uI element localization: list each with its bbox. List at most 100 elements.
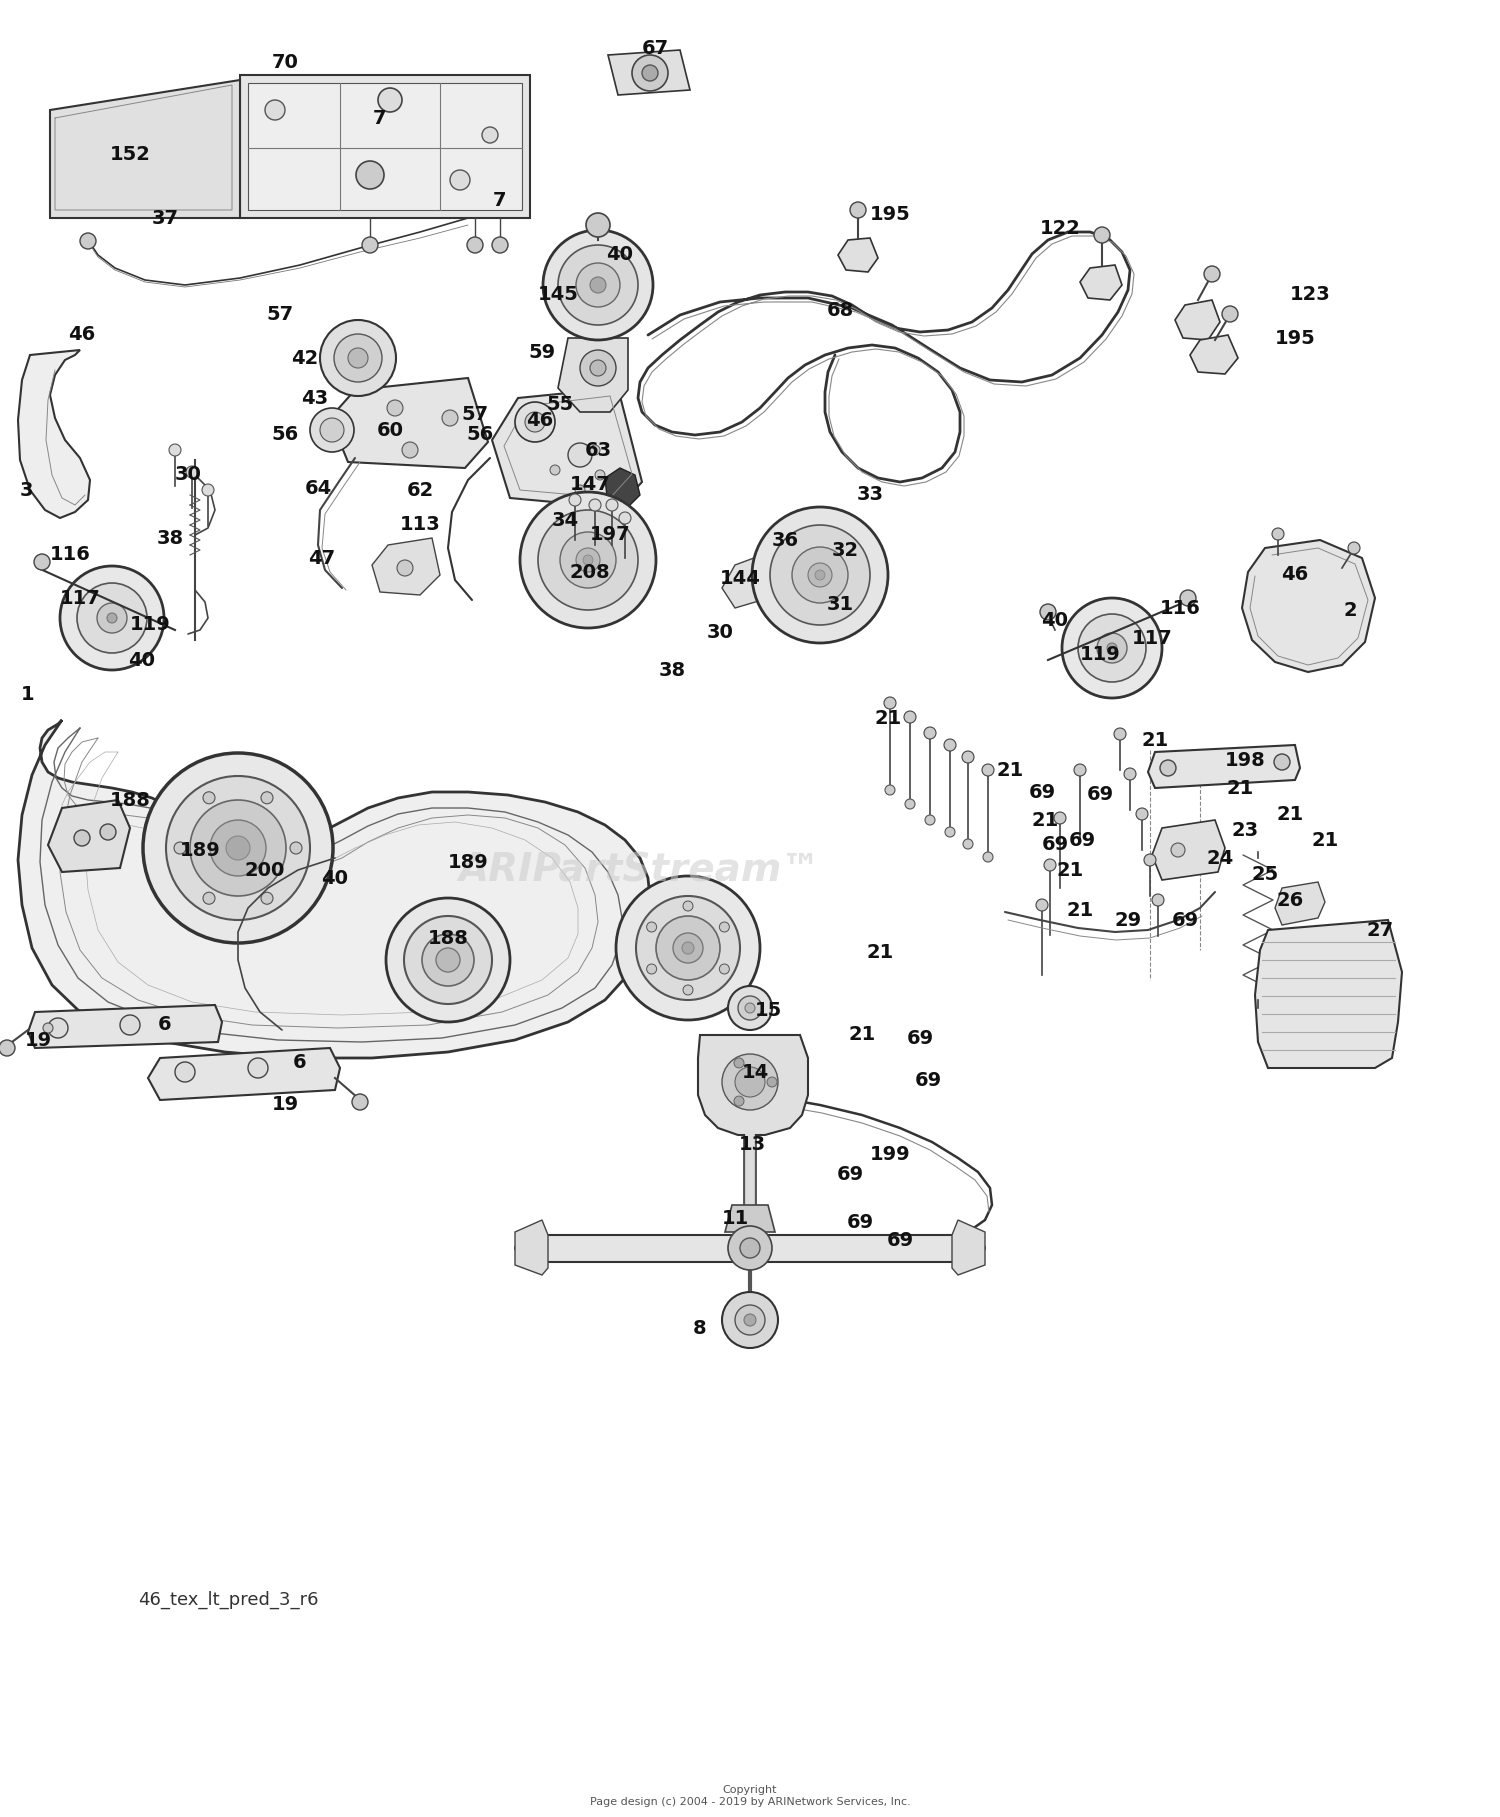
Circle shape: [320, 320, 396, 396]
Circle shape: [176, 1061, 195, 1081]
Text: 7: 7: [494, 191, 507, 209]
Circle shape: [586, 213, 610, 236]
Circle shape: [466, 236, 483, 253]
Circle shape: [656, 916, 720, 979]
Circle shape: [248, 1057, 268, 1077]
Text: 70: 70: [272, 53, 298, 71]
Text: 32: 32: [831, 540, 858, 560]
Polygon shape: [1256, 919, 1403, 1068]
Circle shape: [1152, 894, 1164, 907]
Circle shape: [642, 65, 658, 82]
Circle shape: [574, 485, 585, 494]
Text: 116: 116: [50, 545, 90, 565]
Polygon shape: [514, 1219, 548, 1276]
Circle shape: [580, 351, 616, 385]
Circle shape: [186, 465, 198, 478]
Text: 69: 69: [1068, 830, 1095, 850]
Text: 199: 199: [870, 1145, 910, 1165]
Text: 27: 27: [1366, 921, 1394, 939]
Text: 21: 21: [849, 1025, 876, 1045]
Polygon shape: [608, 51, 690, 94]
Circle shape: [982, 852, 993, 861]
Circle shape: [962, 750, 974, 763]
Circle shape: [746, 1003, 754, 1014]
Text: 69: 69: [915, 1070, 942, 1090]
Circle shape: [1136, 809, 1148, 819]
Circle shape: [646, 965, 657, 974]
Text: 21: 21: [996, 761, 1023, 779]
Text: 69: 69: [1029, 783, 1056, 801]
Text: 208: 208: [570, 563, 610, 581]
Text: 38: 38: [156, 529, 183, 547]
Text: 117: 117: [60, 589, 100, 607]
Circle shape: [0, 1039, 15, 1056]
Text: 6: 6: [292, 1052, 308, 1072]
Circle shape: [398, 560, 412, 576]
Text: 113: 113: [399, 516, 441, 534]
Polygon shape: [1242, 540, 1376, 672]
Text: 11: 11: [722, 1208, 748, 1228]
Polygon shape: [839, 238, 878, 273]
Polygon shape: [18, 720, 650, 1057]
Text: 36: 36: [771, 531, 798, 549]
Text: 1: 1: [21, 685, 34, 705]
Circle shape: [166, 776, 310, 919]
Text: 46: 46: [1281, 565, 1308, 585]
Text: 69: 69: [906, 1028, 933, 1047]
Circle shape: [520, 492, 656, 629]
Polygon shape: [248, 84, 522, 211]
Circle shape: [728, 1226, 772, 1270]
Circle shape: [202, 792, 214, 803]
Text: 26: 26: [1276, 890, 1304, 910]
Circle shape: [924, 727, 936, 740]
Polygon shape: [1148, 745, 1300, 789]
Polygon shape: [1080, 265, 1122, 300]
Text: 21: 21: [867, 943, 894, 961]
Circle shape: [1107, 643, 1118, 652]
Circle shape: [261, 892, 273, 905]
Circle shape: [792, 547, 847, 603]
Circle shape: [348, 349, 368, 369]
Polygon shape: [330, 378, 488, 469]
Text: 24: 24: [1206, 849, 1233, 867]
Circle shape: [320, 418, 344, 442]
Polygon shape: [1275, 881, 1324, 925]
Text: 21: 21: [1066, 901, 1094, 919]
Circle shape: [632, 55, 668, 91]
Circle shape: [76, 583, 147, 652]
Text: 63: 63: [585, 440, 612, 460]
Circle shape: [904, 710, 916, 723]
Text: 67: 67: [642, 38, 669, 58]
Circle shape: [142, 752, 333, 943]
Text: 69: 69: [846, 1212, 873, 1232]
Polygon shape: [698, 1036, 808, 1136]
Polygon shape: [48, 799, 130, 872]
Circle shape: [682, 985, 693, 996]
Text: 29: 29: [1114, 910, 1142, 930]
Circle shape: [735, 1305, 765, 1335]
Polygon shape: [724, 1205, 776, 1232]
Circle shape: [636, 896, 740, 999]
Polygon shape: [50, 80, 240, 218]
Text: 56: 56: [272, 425, 298, 445]
Text: 3: 3: [20, 480, 33, 500]
Text: 152: 152: [110, 145, 150, 165]
Circle shape: [884, 698, 896, 709]
Circle shape: [682, 941, 694, 954]
Circle shape: [334, 334, 382, 382]
Circle shape: [362, 236, 378, 253]
Circle shape: [1062, 598, 1162, 698]
Text: 57: 57: [462, 405, 489, 425]
Circle shape: [106, 612, 117, 623]
Circle shape: [850, 202, 865, 218]
Circle shape: [34, 554, 50, 571]
Text: 46: 46: [69, 325, 96, 345]
Text: 13: 13: [738, 1136, 765, 1154]
Text: 43: 43: [302, 389, 328, 407]
Text: 23: 23: [1232, 821, 1258, 839]
Text: 21: 21: [1032, 810, 1059, 830]
Text: 189: 189: [180, 841, 220, 859]
Text: 119: 119: [1080, 645, 1120, 665]
Polygon shape: [148, 1048, 340, 1099]
Circle shape: [1054, 812, 1066, 823]
